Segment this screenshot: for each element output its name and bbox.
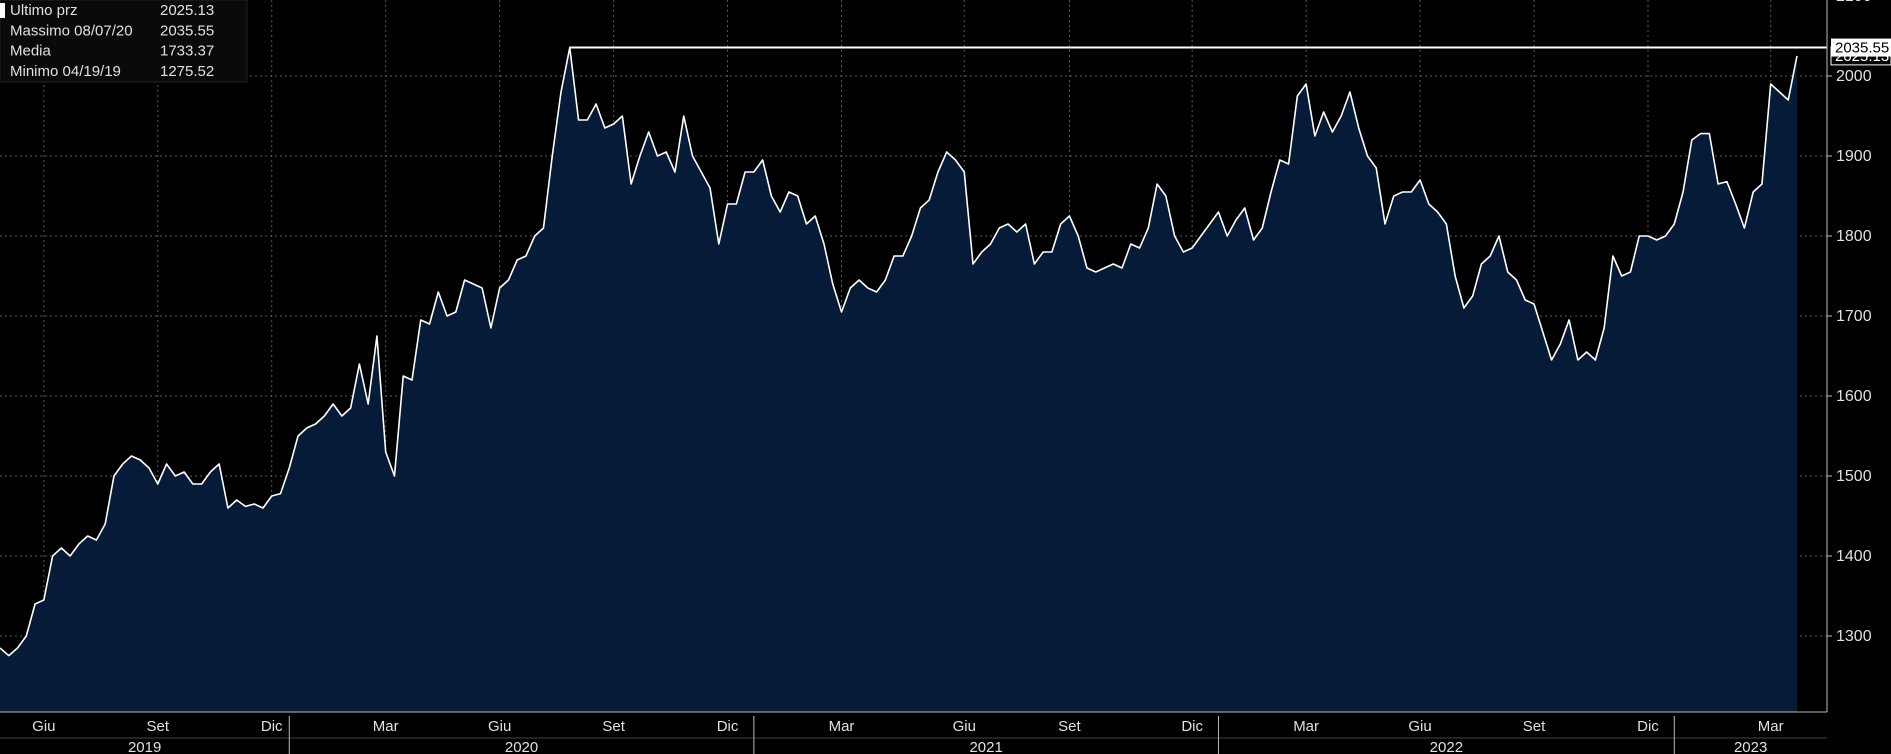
x-tick-label: Mar <box>1293 718 1319 735</box>
stats-label: Minimo 04/19/19 <box>10 63 121 80</box>
area <box>0 47 1797 713</box>
max-price-box <box>1831 38 1891 57</box>
x-group-label: 2022 <box>1430 739 1463 754</box>
x-tick-label: Giu <box>32 718 55 735</box>
x-tick-label: Giu <box>488 718 511 735</box>
y-tick-label: 1500 <box>1836 468 1872 485</box>
x-tick-label: Set <box>602 718 625 735</box>
x-group-label: 2023 <box>1734 739 1767 754</box>
stats-value: 1275.52 <box>160 63 214 80</box>
x-group-label: 2020 <box>505 739 538 754</box>
y-tick-label: 2000 <box>1836 68 1872 85</box>
stats-label: Media <box>10 43 52 60</box>
line <box>0 46 1798 657</box>
x-group-label: 2021 <box>969 739 1002 754</box>
x-tick-label: Set <box>1058 718 1081 735</box>
stats-label: Ultimo prz <box>10 2 78 19</box>
x-tick-label: Mar <box>1758 718 1784 735</box>
stats-value: 2025.13 <box>160 2 214 19</box>
x-tick-label: Giu <box>953 718 976 735</box>
x-tick-label: Dic <box>717 718 739 735</box>
max-price-label: 2035.55 <box>1835 40 1889 57</box>
x-tick-label: Set <box>147 718 170 735</box>
y-tick-label: 1900 <box>1836 148 1872 165</box>
x-tick-label: Mar <box>373 718 399 735</box>
x-group-label: 2019 <box>128 739 161 754</box>
x-tick-label: Mar <box>829 718 855 735</box>
y-tick-label: 1800 <box>1836 228 1872 245</box>
stats-value: 2035.55 <box>160 22 214 39</box>
x-tick-label: Dic <box>1637 718 1659 735</box>
stats-marker <box>0 3 5 18</box>
stats-box: Ultimo prz 2025.13 Massimo 08/07/20 2035.55… <box>0 0 248 83</box>
stats-background <box>0 0 248 83</box>
y-tick-label: 1400 <box>1836 548 1872 565</box>
x-tick-label: Dic <box>1181 718 1203 735</box>
y-tick-label: 1600 <box>1836 388 1872 405</box>
y-tick-label: 1300 <box>1836 628 1872 645</box>
y-tick-label: 1700 <box>1836 308 1872 325</box>
y-tick-label: 2100 <box>1836 0 1872 5</box>
x-tick-label: Set <box>1523 718 1546 735</box>
x-tick-label: Dic <box>261 718 283 735</box>
x-tick-label: Giu <box>1408 718 1431 735</box>
stats-value: 1733.37 <box>160 43 214 60</box>
stats-label: Massimo 08/07/20 <box>10 22 133 39</box>
